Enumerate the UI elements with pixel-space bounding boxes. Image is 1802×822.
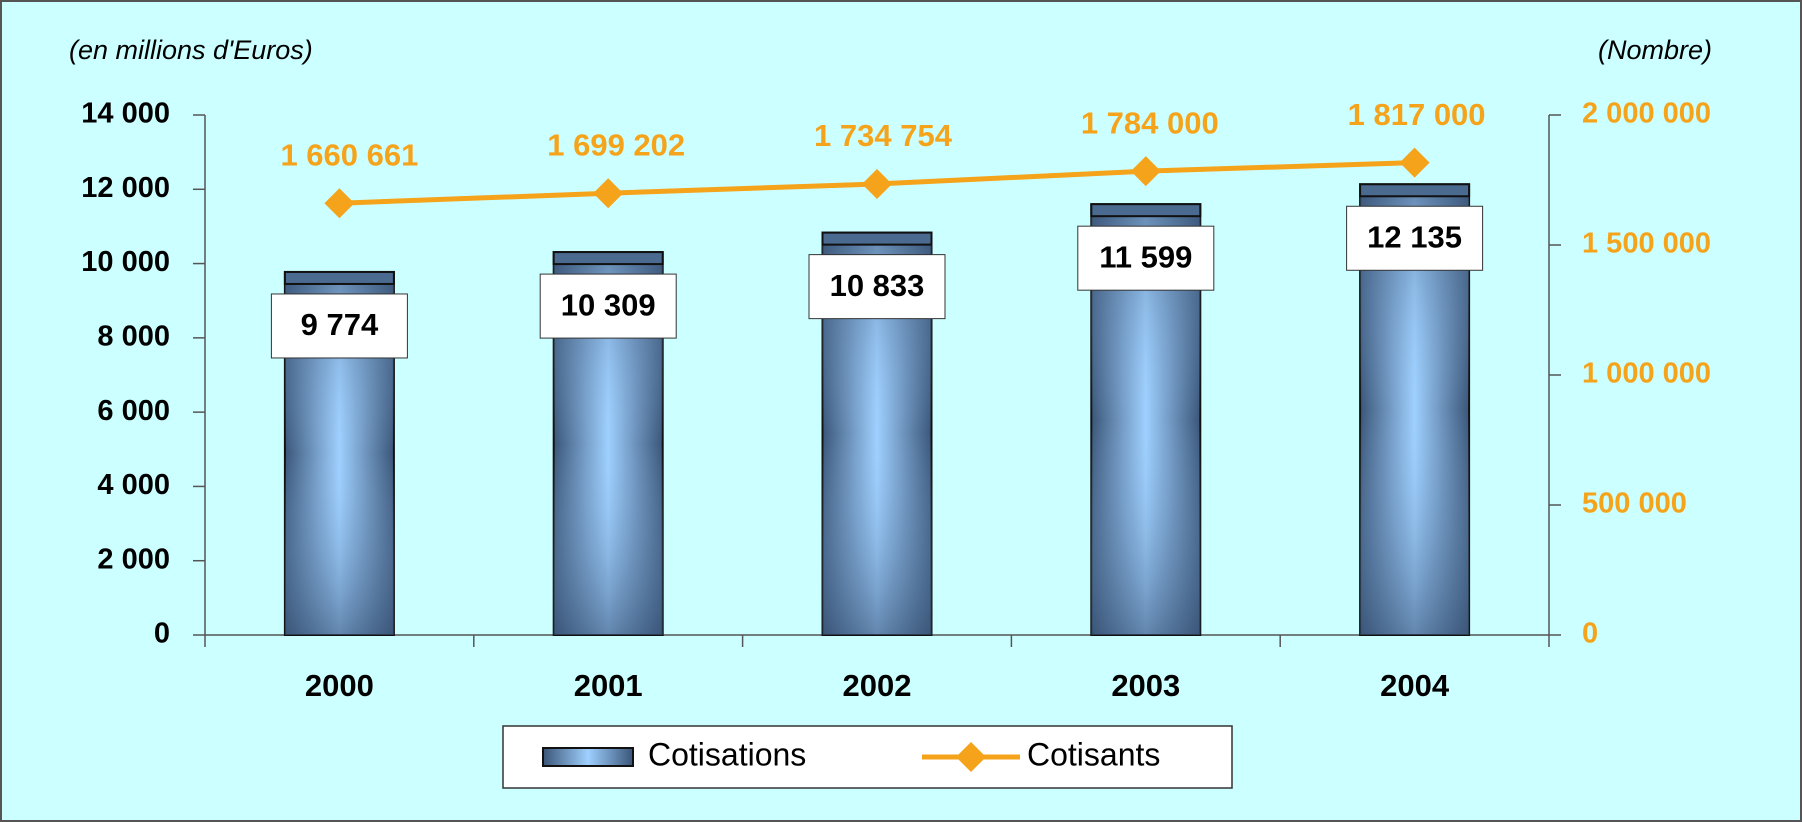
value-label-box [1346, 205, 1484, 271]
marker [1399, 147, 1430, 178]
value-label: 10 833 [830, 268, 925, 303]
bar-cap [552, 251, 664, 266]
x-tick-label: 2000 [305, 668, 374, 703]
y-tick-label: 6 000 [97, 395, 170, 427]
marker [324, 188, 355, 219]
marker [862, 168, 892, 199]
y-tick-label: 4 000 [97, 469, 170, 501]
legend-swatch [542, 747, 634, 767]
value-label: 11 599 [1099, 239, 1192, 274]
marker [593, 178, 624, 209]
bar-cap [821, 231, 933, 246]
value-label-box [270, 293, 408, 359]
y-tick-label: 8 000 [97, 321, 170, 353]
value-label: 10 309 [561, 287, 656, 322]
line-value-label: 1 817 000 [1348, 97, 1486, 132]
y2-tick-label: 500 000 [1582, 488, 1687, 520]
legend-marker [956, 742, 986, 772]
value-label-box [808, 254, 946, 320]
y2-tick-label: 0 [1582, 618, 1598, 650]
bar-cap [1090, 203, 1202, 218]
y-tick-label: 12 000 [81, 172, 170, 204]
y2-tick-label: 2 000 000 [1582, 98, 1711, 130]
y-tick-label: 2 000 [97, 543, 170, 575]
y2-tick-label: 1 000 000 [1582, 358, 1711, 390]
x-tick-label: 2002 [843, 668, 912, 703]
y-tick-label: 14 000 [81, 98, 170, 130]
value-label: 9 774 [301, 307, 379, 342]
x-tick-label: 2003 [1111, 668, 1180, 703]
y2-tick-label: 1 500 000 [1582, 228, 1711, 260]
bar-cap [1359, 183, 1471, 198]
value-label-box [1077, 225, 1215, 291]
y2-axis-label: (Nombre) [1598, 35, 1712, 65]
value-label-box [539, 273, 677, 339]
line-value-label: 1 699 202 [547, 127, 685, 162]
bar-cap [283, 270, 395, 285]
legend-label: Cotisants [1027, 736, 1160, 772]
line-value-label: 1 660 661 [280, 137, 418, 172]
y-tick-label: 10 000 [81, 246, 170, 278]
x-tick-label: 2004 [1380, 668, 1450, 703]
x-tick-label: 2001 [574, 668, 643, 703]
legend-label: Cotisations [648, 736, 806, 772]
line-value-label: 1 734 754 [814, 118, 953, 153]
line-value-label: 1 784 000 [1081, 105, 1219, 140]
y-tick-label: 0 [154, 618, 170, 650]
y-axis-label: (en millions d'Euros) [69, 35, 313, 65]
marker [1130, 156, 1161, 187]
value-label: 12 135 [1367, 219, 1462, 254]
